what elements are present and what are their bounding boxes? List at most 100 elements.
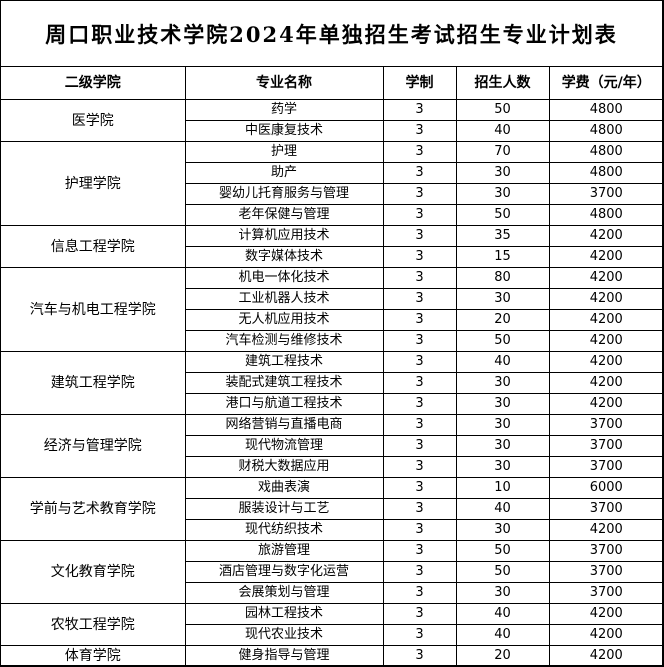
years-cell: 3 xyxy=(382,288,457,310)
years-cell: 3 xyxy=(382,183,457,205)
quota-cell: 30 xyxy=(455,183,550,205)
fee-cell: 4800 xyxy=(548,120,663,142)
major-cell: 现代物流管理 xyxy=(185,435,384,457)
table-row: 经济与管理学院 网络营销与直播电商 3 30 3700 xyxy=(1,414,663,478)
fee-cell: 4200 xyxy=(548,603,663,625)
years-cell: 3 xyxy=(382,456,457,478)
fee-cell: 4200 xyxy=(548,519,663,541)
quota-cell: 10 xyxy=(455,477,550,499)
quota-cell: 30 xyxy=(455,456,550,478)
fee-cell: 4200 xyxy=(548,330,663,352)
major-cell: 会展策划与管理 xyxy=(185,582,384,604)
quota-cell: 40 xyxy=(455,603,550,625)
major-cell: 戏曲表演 xyxy=(184,477,384,499)
quota-cell: 40 xyxy=(455,120,550,142)
table-row: 护理学院 护理 3 70 4800 xyxy=(1,141,663,226)
quota-cell: 70 xyxy=(455,141,550,163)
years-cell: 3 xyxy=(382,162,457,184)
fee-cell: 3700 xyxy=(548,183,663,205)
years-cell: 3 xyxy=(382,561,457,583)
table-row: 服装设计与工艺 3 40 3700 xyxy=(1,498,663,520)
table-row: 农牧工程学院 园林工程技术 3 40 4200 xyxy=(1,603,663,646)
major-cell: 婴幼儿托育服务与管理 xyxy=(185,183,384,205)
table-row: 体育学院 健身指导与管理 3 20 4200 xyxy=(1,645,663,667)
major-cell: 健身指导与管理 xyxy=(184,645,384,667)
page-title: 周口职业技术学院2024年单独招生考试招生专业计划表 xyxy=(1,1,662,67)
major-cell: 无人机应用技术 xyxy=(185,309,384,331)
fee-cell: 3700 xyxy=(548,540,663,562)
college-cell: 建筑工程学院 xyxy=(1,351,186,415)
table-row: 学前与艺术教育学院 戏曲表演 3 10 6000 xyxy=(1,477,663,541)
major-cell: 港口与航道工程技术 xyxy=(185,393,384,415)
fee-cell: 4800 xyxy=(548,204,663,226)
major-cell: 旅游管理 xyxy=(184,540,384,562)
quota-cell: 35 xyxy=(455,225,550,247)
header-row: 二级学院 专业名称 学制 招生人数 学费（元/年） xyxy=(1,67,663,100)
fee-cell: 4200 xyxy=(548,645,663,667)
quota-cell: 50 xyxy=(455,561,550,583)
major-cell: 服装设计与工艺 xyxy=(185,498,384,520)
table-row: 财税大数据应用 3 30 3700 xyxy=(1,456,663,478)
fee-cell: 4200 xyxy=(548,624,663,646)
fee-cell: 4200 xyxy=(548,351,663,373)
header-major: 专业名称 xyxy=(184,67,384,100)
quota-cell: 30 xyxy=(455,393,550,415)
table-row: 现代纺织技术 3 30 4200 xyxy=(1,519,663,541)
years-cell: 3 xyxy=(382,519,457,541)
major-cell: 护理 xyxy=(184,141,384,163)
quota-cell: 30 xyxy=(455,162,550,184)
years-cell: 3 xyxy=(382,225,457,247)
table-row: 医学院 药学 3 50 4800 xyxy=(1,99,663,142)
quota-cell: 80 xyxy=(455,267,550,289)
quota-cell: 20 xyxy=(455,309,550,331)
major-cell: 老年保健与管理 xyxy=(185,204,384,226)
major-cell: 网络营销与直播电商 xyxy=(184,414,384,436)
major-cell: 财税大数据应用 xyxy=(185,456,384,478)
quota-cell: 30 xyxy=(455,288,550,310)
years-cell: 3 xyxy=(382,351,457,373)
years-cell: 3 xyxy=(382,120,457,142)
quota-cell: 50 xyxy=(455,204,550,226)
table-row: 无人机应用技术 3 20 4200 xyxy=(1,309,663,331)
years-cell: 3 xyxy=(382,477,457,499)
years-cell: 3 xyxy=(382,372,457,394)
major-cell: 汽车检测与维修技术 xyxy=(185,330,384,352)
college-cell: 汽车与机电工程学院 xyxy=(1,267,186,352)
years-cell: 3 xyxy=(382,603,457,625)
college-cell: 学前与艺术教育学院 xyxy=(1,477,186,541)
major-cell: 现代纺织技术 xyxy=(185,519,384,541)
college-cell: 农牧工程学院 xyxy=(1,603,186,646)
fee-cell: 3700 xyxy=(548,498,663,520)
quota-cell: 15 xyxy=(455,246,550,268)
quota-cell: 30 xyxy=(455,582,550,604)
header-fee: 学费（元/年） xyxy=(548,67,663,100)
quota-cell: 30 xyxy=(455,372,550,394)
major-cell: 园林工程技术 xyxy=(184,603,384,625)
fee-cell: 4200 xyxy=(548,393,663,415)
fee-cell: 3700 xyxy=(548,456,663,478)
quota-cell: 30 xyxy=(455,414,550,436)
years-cell: 3 xyxy=(382,624,457,646)
quota-cell: 30 xyxy=(455,519,550,541)
fee-cell: 4200 xyxy=(548,288,663,310)
header-college: 二级学院 xyxy=(1,67,186,100)
quota-cell: 40 xyxy=(455,624,550,646)
table-row: 数字媒体技术 3 15 4200 xyxy=(1,246,663,268)
fee-cell: 4200 xyxy=(548,372,663,394)
college-cell: 经济与管理学院 xyxy=(1,414,186,478)
years-cell: 3 xyxy=(382,141,457,163)
fee-cell: 3700 xyxy=(548,582,663,604)
major-cell: 机电一体化技术 xyxy=(184,267,384,289)
years-cell: 3 xyxy=(382,393,457,415)
major-cell: 数字媒体技术 xyxy=(185,246,384,268)
quota-cell: 20 xyxy=(455,645,550,667)
years-cell: 3 xyxy=(382,267,457,289)
years-cell: 3 xyxy=(382,204,457,226)
quota-cell: 50 xyxy=(455,330,550,352)
table-row: 建筑工程学院 建筑工程技术 3 40 4200 xyxy=(1,351,663,415)
fee-cell: 3700 xyxy=(548,414,663,436)
table-row: 婴幼儿托育服务与管理 3 30 3700 xyxy=(1,183,663,205)
years-cell: 3 xyxy=(382,99,457,121)
fee-cell: 4800 xyxy=(548,141,663,163)
quota-cell: 50 xyxy=(455,99,550,121)
